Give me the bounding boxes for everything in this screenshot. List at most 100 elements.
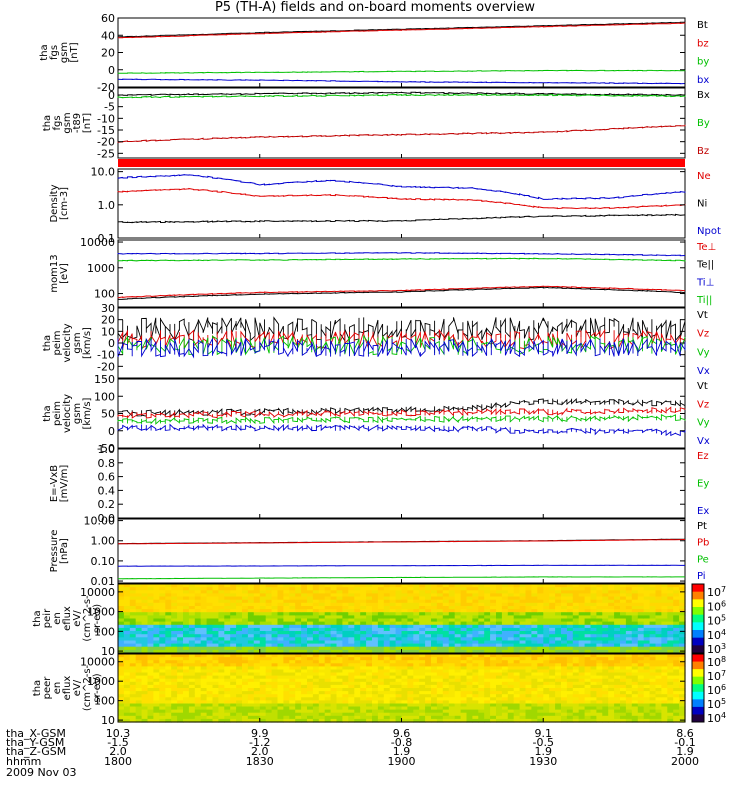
y-axis-label: fgs <box>52 115 63 130</box>
y-axis-label: eV/ <box>72 610 83 627</box>
y-axis-label: [nPa] <box>59 538 70 564</box>
legend-label-efield: Ey <box>697 479 709 490</box>
colorbar-frame-peir-spectrogram <box>691 583 705 654</box>
legend-label-fgs: bz <box>697 38 709 49</box>
y-axis-label: velocity <box>62 323 73 362</box>
y-tick-label: 0.4 <box>98 484 116 497</box>
y-axis-label: tha <box>42 115 53 131</box>
x-axis-row-value: 2000 <box>671 755 699 768</box>
spectrogram-peer-spectrogram <box>118 654 686 723</box>
legend-label-temperature: Te|| <box>696 260 714 271</box>
y-tick-label: 100 <box>94 288 115 301</box>
x-axis-row-value: 1.9 <box>393 745 411 758</box>
legend-label-temperature: Te⊥ <box>696 242 716 253</box>
y-tick-label: 10.0 <box>91 166 116 179</box>
y-axis-label: en <box>52 682 63 695</box>
y-axis-label: tha <box>42 335 53 351</box>
y-axis-label: velocity <box>62 394 73 433</box>
y-axis-label: sr-eV) <box>92 604 103 633</box>
y-tick-label: 0 <box>108 337 115 350</box>
legend-label-temperature: Ti|| <box>696 295 712 306</box>
y-tick-label: 0.1 <box>98 232 116 245</box>
y-tick-label: -20 <box>97 81 115 94</box>
y-tick-label: -20 <box>97 360 115 373</box>
y-tick-label: 150 <box>94 373 115 386</box>
colorbar-swatch-peir-spectrogram <box>692 622 704 631</box>
series-line-temperature-1 <box>117 286 686 300</box>
colorbar-tick-label: 107 <box>707 669 726 683</box>
y-tick-label: -10 <box>97 349 115 362</box>
y-axis-label: eflux <box>62 606 73 631</box>
y-tick-label: 1000 <box>87 262 115 275</box>
colorbar-swatch-peir-spectrogram <box>692 591 704 600</box>
y-tick-label: 0.01 <box>91 575 116 588</box>
x-axis-row-value: 1800 <box>104 755 132 768</box>
y-axis-label: tha <box>39 44 50 60</box>
plot-title: P5 (TH-A) fields and on-board moments ov… <box>214 0 536 15</box>
x-axis-row-value: -1.5 <box>107 736 128 749</box>
series-line-pressure-3 <box>117 564 685 567</box>
colorbar-swatch-peir-spectrogram <box>692 637 704 646</box>
y-axis-label: (cm^2-s- <box>82 595 93 642</box>
y-tick-label: 40 <box>101 29 115 42</box>
y-axis-label: tha <box>32 680 43 696</box>
y-tick-label: 0.6 <box>98 471 116 484</box>
series-line-density-0 <box>117 187 686 210</box>
legend-label-velocity-peim: Vz <box>697 329 709 340</box>
y-tick-label: 1.00 <box>91 535 116 548</box>
panel-frame-efield <box>117 448 686 519</box>
panel-frame-pressure <box>117 518 686 584</box>
series-line-velocity-peim-3 <box>117 337 686 359</box>
colorbar-swatch-peir-spectrogram <box>692 614 704 623</box>
series-line-fgs-1 <box>118 22 686 39</box>
y-axis-label: peim <box>52 330 63 355</box>
spectrogram-peir-spectrogram <box>118 584 686 654</box>
y-axis-label: peir <box>42 608 53 628</box>
y-tick-label: 0.10 <box>91 555 116 568</box>
y-tick-label: 10 <box>101 325 115 338</box>
legend-label-velocity-peem: Vy <box>697 418 710 429</box>
colorbar-swatch-peir-spectrogram <box>692 645 704 654</box>
y-tick-label: -25 <box>97 147 115 160</box>
x-axis-row-value: 1930 <box>529 755 557 768</box>
y-axis-label: [km/s] <box>82 327 93 359</box>
series-line-velocity-peem-3 <box>117 423 686 437</box>
y-tick-label: -15 <box>97 124 115 137</box>
y-axis-label: [mV/m] <box>59 465 70 503</box>
colorbar-swatch-peer-spectrogram <box>692 714 704 723</box>
x-axis-row-value: -1.2 <box>249 736 270 749</box>
legend-label-density: Ni <box>697 199 707 210</box>
y-axis-label: en <box>52 612 63 625</box>
series-line-velocity-peem-1 <box>117 406 686 419</box>
colorbar-frame-peer-spectrogram <box>691 653 705 723</box>
y-axis-label: [nT] <box>69 42 80 62</box>
y-axis-label: mom13 <box>49 254 60 292</box>
panel-frame-density <box>117 168 686 239</box>
colorbar-swatch-peer-spectrogram <box>692 669 704 678</box>
series-line-temperature-2 <box>117 252 686 257</box>
y-axis-label: tha <box>32 610 43 626</box>
y-tick-label: 0 <box>108 64 115 77</box>
series-line-velocity-peem-0 <box>117 398 686 417</box>
legend-label-pressure: Pi <box>697 571 706 582</box>
colorbar-swatch-peer-spectrogram <box>692 684 704 693</box>
y-axis-label: fgs <box>49 45 60 60</box>
y-axis-label: peer <box>42 676 53 700</box>
y-tick-label: 0 <box>108 425 115 438</box>
y-tick-label: 10000 <box>80 656 115 669</box>
legend-label-velocity-peim: Vt <box>697 310 708 321</box>
series-line-density-2 <box>117 174 686 200</box>
y-axis-label: peim <box>52 401 63 426</box>
legend-label-fgs: by <box>697 57 709 68</box>
legend-label-fgs-t89: Bx <box>697 90 710 101</box>
y-tick-label: 10 <box>101 714 115 727</box>
y-axis-label: E=-VxB <box>49 465 60 502</box>
y-axis-label: gsm <box>59 42 70 63</box>
x-axis-row-value: 1900 <box>388 755 416 768</box>
y-tick-label: 0 <box>108 89 115 102</box>
y-tick-label: 1.0 <box>98 443 116 456</box>
legend-label-fgs: bx <box>697 75 709 86</box>
x-axis-row-value: -0.1 <box>674 736 695 749</box>
y-axis-label: (cm^2-s- <box>82 664 93 711</box>
x-axis-row-value: 2.0 <box>109 745 127 758</box>
